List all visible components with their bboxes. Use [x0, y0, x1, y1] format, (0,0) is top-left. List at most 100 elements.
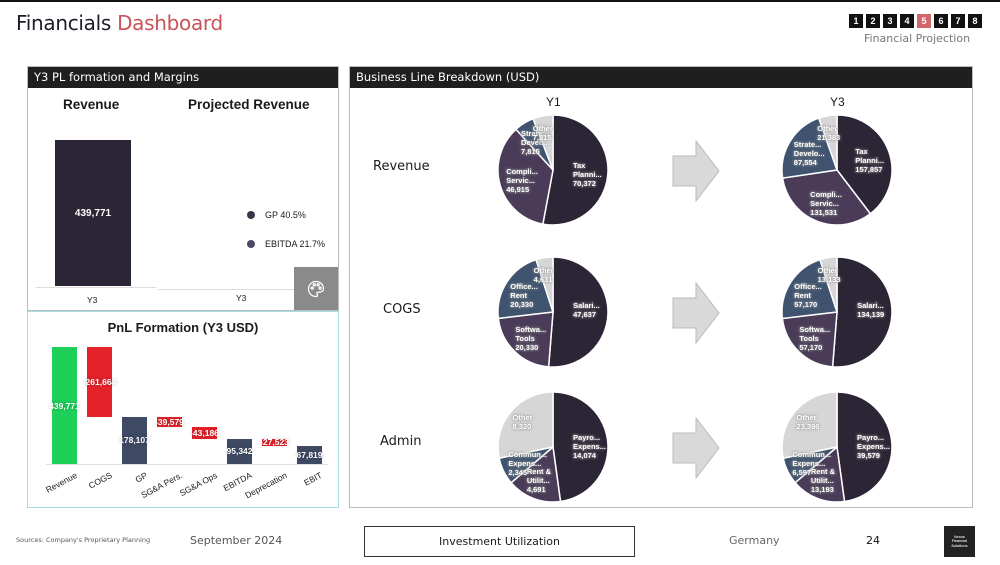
pie-slice[interactable] [535, 256, 554, 313]
page-tab-1[interactable]: 1 [849, 14, 863, 28]
title-part2: Dashboard [117, 11, 223, 35]
pie-slice[interactable] [817, 114, 838, 171]
slice-value: 70,372 [572, 179, 596, 189]
pie-slice[interactable] [836, 391, 893, 503]
slice-name: Compli... Servic... [810, 189, 842, 208]
pie-slice[interactable] [497, 258, 554, 320]
pie-chart-cogs-y3[interactable]: Salari... 134,139 Softwa... Tools 57,170 Off… [781, 256, 893, 368]
slice-value: 157,857 [855, 165, 883, 175]
pie-slice-label: Office... Rent 57,170 [794, 282, 826, 309]
pie-slice-label: Softwa... Tools 20,330 [515, 325, 547, 352]
slice-value: 57,170 [794, 299, 818, 309]
palette-button[interactable] [294, 267, 338, 310]
slice-value: 8,320 [512, 422, 532, 432]
pie-slice[interactable] [510, 445, 562, 503]
page-tab-4[interactable]: 4 [900, 14, 914, 28]
page-tab-2[interactable]: 2 [866, 14, 880, 28]
pie-slice-label: Softwa... Tools 57,170 [799, 325, 831, 352]
page-number: 24 [866, 534, 880, 547]
slice-name: Strate... Devel... [521, 129, 549, 147]
pie-chart-admin-y3[interactable]: Payro... Expens... 39,579 Rent & Utilit...… [781, 391, 893, 503]
pie-slice[interactable] [497, 391, 554, 460]
page-tab-7[interactable]: 7 [951, 14, 965, 28]
pie-slice[interactable] [552, 391, 609, 503]
axis-line [46, 464, 328, 465]
revenue-axis-label: Y3 [87, 295, 98, 305]
x-axis-label: SG&A Ops [177, 470, 219, 499]
slice-name: Other [817, 124, 838, 134]
pie-slice[interactable] [542, 114, 609, 226]
slice-value: 23,396 [796, 422, 820, 432]
business-line-panel: Business Line Breakdown (USD) Y1 Y3 Reve… [349, 66, 973, 508]
slice-name: Other [532, 124, 553, 134]
pie-slice[interactable] [781, 258, 838, 320]
slice-name: Payro... Expens... [857, 432, 890, 451]
investment-utilization-button[interactable]: Investment Utilization [364, 526, 635, 557]
pie-slice[interactable] [547, 256, 609, 368]
pie-slice-label: Other 8,320 [513, 413, 545, 431]
pie-slice[interactable] [781, 117, 839, 179]
pie-slice-label: Strate... Devel... 7,815 [521, 129, 553, 156]
revenue-chart-title: Revenue [63, 97, 120, 112]
bar-value-label: -39,579 [155, 416, 184, 427]
pie-slice[interactable] [497, 128, 554, 225]
slice-name: Salari... [573, 301, 600, 311]
row-label-revenue: Revenue [373, 159, 430, 174]
bar-value-label: -261,664 [82, 376, 117, 387]
waterfall-bar-gp[interactable]: 178,107 [119, 416, 150, 464]
x-axis-label: GP [133, 470, 149, 485]
pie-slice-label: Other 13,133 [818, 266, 850, 284]
waterfall-bar-revenue[interactable]: 439,771 [49, 347, 80, 464]
row-label-admin: Admin [380, 434, 422, 449]
page-tab-5[interactable]: 5 [917, 14, 931, 28]
waterfall-bar-deprecation[interactable]: -27,523 [260, 437, 289, 448]
pnl-formation-panel: PnL Formation (Y3 USD) 439,771 Revenue -26… [27, 311, 339, 508]
pie-slice-label: Salari... 134,139 [857, 301, 889, 319]
waterfall-bar-sg-a-ops[interactable]: -43,186 [190, 427, 219, 439]
pie-slice-label: Strate... Develo... 87,554 [794, 140, 826, 167]
slice-name: Softwa... Tools [799, 324, 831, 343]
page-tab-8[interactable]: 8 [968, 14, 982, 28]
bar-value-label: -43,186 [190, 427, 219, 438]
pie-slice[interactable] [836, 114, 893, 215]
waterfall-bar-sg-a-pers-[interactable]: -39,579 [155, 416, 184, 428]
column-header-y1: Y1 [546, 95, 561, 109]
pie-slice[interactable] [781, 311, 838, 368]
pie-slice[interactable] [497, 311, 554, 368]
pie-slice[interactable] [532, 114, 554, 171]
slice-value: 134,139 [857, 310, 885, 320]
pie-slice-label: Rent & Utilit... 4,691 [527, 467, 559, 494]
pie-slice[interactable] [781, 391, 838, 460]
pie-chart-cogs-y1[interactable]: Salari... 47,637 Softwa... Tools 20,330 Offi… [497, 256, 609, 368]
pie-slice[interactable] [794, 445, 846, 503]
pnl-chart-title: PnL Formation (Y3 USD) [107, 320, 259, 335]
waterfall-bar-cogs[interactable]: -261,664 [83, 347, 116, 417]
x-axis-label: Revenue [43, 470, 79, 495]
slice-value: 39,579 [857, 450, 880, 460]
pie-slice-label: Payro... Expens... 14,074 [573, 433, 606, 460]
waterfall-bar-ebitda[interactable]: 95,342 [227, 438, 253, 464]
pie-chart-revenue-y1[interactable]: Tax Planni... 70,372 Compli... Servic... 46… [497, 114, 609, 226]
pie-slice[interactable] [831, 256, 893, 368]
slice-name: Office... Rent [510, 281, 538, 300]
arrow-right-icon [672, 281, 720, 348]
legend-dot [247, 240, 255, 248]
waterfall-bar-ebit[interactable]: 67,819 [297, 445, 323, 464]
pie-chart-admin-y1[interactable]: Payro... Expens... 14,074 Rent & Utilit...… [497, 391, 609, 503]
pl-margins-panel: Y3 PL formation and Margins Revenue Proj… [27, 66, 339, 311]
arrow-right-icon [672, 139, 720, 206]
slice-name: Other [533, 266, 554, 276]
pie-slice[interactable] [781, 169, 872, 226]
slice-value: 4,631 [533, 275, 553, 285]
page-tab-6[interactable]: 6 [934, 14, 948, 28]
page-tab-3[interactable]: 3 [883, 14, 897, 28]
revenue-bar[interactable]: 439,771 [55, 140, 131, 286]
legend-dot [247, 211, 255, 219]
company-logo: Nexus Financial Solutions [944, 526, 975, 557]
pie-chart-revenue-y3[interactable]: Tax Planni... 157,857 Compli... Servic... 1… [781, 114, 893, 226]
bar-value-label: -27,523 [260, 437, 289, 448]
slice-value: 57,170 [799, 342, 823, 352]
palette-icon [307, 280, 325, 297]
slice-value: 87,554 [793, 158, 817, 168]
pie-slice[interactable] [818, 256, 838, 313]
